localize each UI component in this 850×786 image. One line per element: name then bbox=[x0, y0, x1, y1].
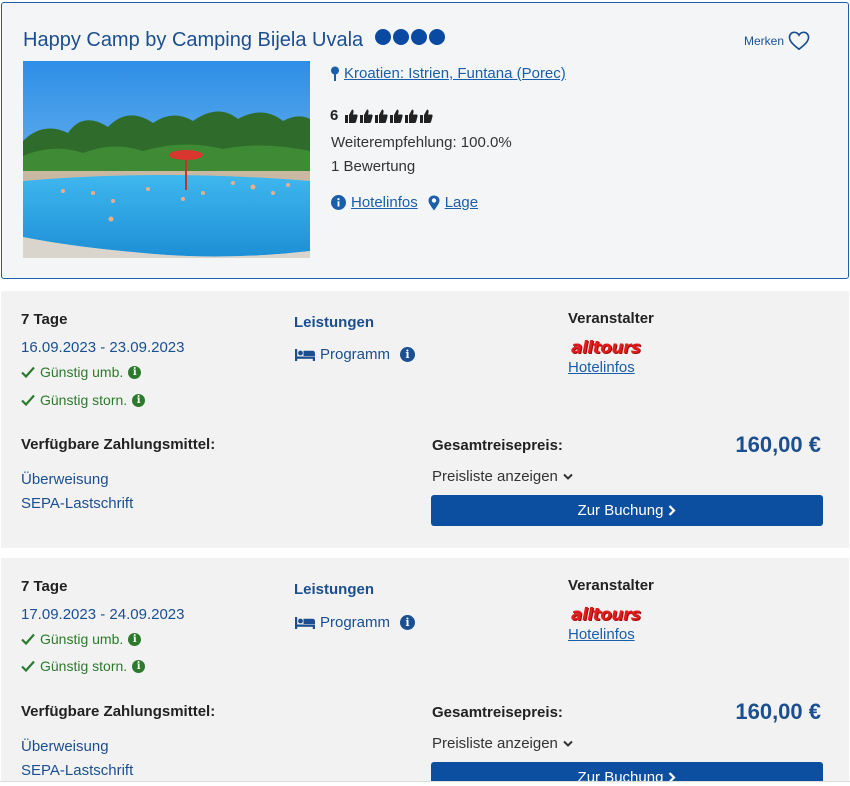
hotel-info-links: Hotelinfos Lage bbox=[331, 194, 478, 211]
check-icon bbox=[21, 394, 35, 406]
veranstalter-hotelinfos-link[interactable]: Hotelinfos bbox=[568, 626, 635, 643]
thumbs-up-icon bbox=[420, 109, 433, 123]
chevron-down-icon bbox=[563, 473, 573, 480]
info-icon[interactable]: i bbox=[128, 632, 142, 646]
veranstalter-heading: Veranstalter bbox=[568, 577, 654, 594]
perk-rebook: Günstig umb. i bbox=[21, 631, 142, 647]
perk-rebook: Günstig umb. i bbox=[21, 364, 142, 380]
check-icon bbox=[21, 366, 35, 378]
total-price: 160,00 € bbox=[735, 432, 821, 457]
hotelinfos-link[interactable]: Hotelinfos bbox=[331, 194, 418, 211]
perk-cancel: Günstig storn. i bbox=[21, 658, 146, 674]
star-dot-icon bbox=[410, 29, 427, 45]
programm-item[interactable]: Programm i bbox=[294, 614, 416, 631]
info-icon[interactable]: i bbox=[400, 615, 416, 630]
info-icon[interactable]: i bbox=[128, 365, 142, 379]
hotel-stars bbox=[374, 29, 445, 45]
thumbs-up-icon bbox=[405, 109, 418, 123]
location-link[interactable]: Kroatien: Istrien, Funtana (Porec) bbox=[344, 65, 566, 82]
veranstalter-heading: Veranstalter bbox=[568, 310, 654, 327]
thumbs-up-icon bbox=[390, 109, 403, 123]
perk-cancel-label: Günstig storn. bbox=[40, 658, 128, 674]
pool-photo-illustration bbox=[23, 61, 310, 258]
lage-link[interactable]: Lage bbox=[428, 194, 478, 211]
programm-item[interactable]: Programm i bbox=[294, 346, 416, 363]
programm-label[interactable]: Programm bbox=[320, 346, 391, 363]
price-list-label[interactable]: Preisliste anzeigen bbox=[432, 468, 558, 485]
star-dot-icon bbox=[428, 29, 445, 45]
map-pin-icon bbox=[331, 66, 339, 81]
bed-icon bbox=[295, 616, 315, 629]
payment-method: Überweisung bbox=[21, 471, 109, 488]
info-icon[interactable]: i bbox=[132, 659, 146, 673]
hotelinfos-label[interactable]: Hotelinfos bbox=[351, 194, 418, 211]
payment-methods-heading: Verfügbare Zahlungsmittel: bbox=[21, 436, 216, 453]
rating-thumbs bbox=[344, 108, 433, 124]
info-icon[interactable]: i bbox=[132, 393, 146, 407]
offer-duration: 7 Tage bbox=[21, 311, 68, 328]
alltours-logo: alltours bbox=[571, 605, 641, 625]
payment-method: Überweisung bbox=[21, 738, 109, 755]
hotel-location[interactable]: Kroatien: Istrien, Funtana (Porec) bbox=[330, 65, 566, 82]
offer-dates: 17.09.2023 - 24.09.2023 bbox=[21, 606, 185, 623]
hotel-rating: 6 bbox=[330, 107, 433, 124]
star-dot-icon bbox=[374, 29, 391, 45]
thumbs-up-icon bbox=[345, 109, 358, 123]
star-dot-icon bbox=[392, 29, 409, 45]
viewport-bottom-edge bbox=[0, 781, 850, 786]
recommendation-rate: Weiterempfehlung: 100.0% bbox=[331, 134, 512, 151]
perk-rebook-label: Günstig umb. bbox=[40, 364, 124, 380]
perk-rebook-label: Günstig umb. bbox=[40, 631, 124, 647]
programm-label[interactable]: Programm bbox=[320, 614, 391, 631]
price-list-toggle[interactable]: Preisliste anzeigen bbox=[432, 468, 573, 485]
chevron-down-icon bbox=[563, 740, 573, 747]
check-icon bbox=[21, 660, 35, 672]
leistungen-heading: Leistungen bbox=[294, 581, 375, 598]
payment-methods-heading: Verfügbare Zahlungsmittel: bbox=[21, 703, 216, 720]
perk-cancel: Günstig storn. i bbox=[21, 392, 146, 408]
info-icon[interactable]: i bbox=[400, 347, 416, 362]
hotel-card: Happy Camp by Camping Bijela Uvala Merke… bbox=[1, 2, 849, 279]
hotel-title[interactable]: Happy Camp by Camping Bijela Uvala bbox=[23, 29, 445, 52]
merken-button[interactable]: Merken bbox=[744, 31, 810, 51]
payment-method: SEPA-Lastschrift bbox=[21, 762, 134, 779]
perk-cancel-label: Günstig storn. bbox=[40, 392, 128, 408]
rating-value: 6 bbox=[330, 107, 339, 124]
total-price-label: Gesamtreisepreis: bbox=[432, 437, 563, 454]
offer-dates: 16.09.2023 - 23.09.2023 bbox=[21, 339, 185, 356]
booking-button[interactable]: Zur Buchung bbox=[431, 495, 823, 526]
location-marker-icon bbox=[428, 195, 440, 210]
price-list-toggle[interactable]: Preisliste anzeigen bbox=[432, 735, 573, 752]
offer-duration: 7 Tage bbox=[21, 578, 68, 595]
lage-label[interactable]: Lage bbox=[444, 194, 479, 211]
booking-button-label: Zur Buchung bbox=[577, 502, 664, 519]
info-icon bbox=[331, 195, 346, 210]
veranstalter-hotelinfos-link[interactable]: Hotelinfos bbox=[568, 359, 635, 376]
price-list-label[interactable]: Preisliste anzeigen bbox=[432, 735, 558, 752]
total-price: 160,00 € bbox=[735, 699, 821, 724]
offer-card: 7 Tage 16.09.2023 - 23.09.2023 Günstig u… bbox=[1, 291, 849, 548]
offer-card: 7 Tage 17.09.2023 - 24.09.2023 Günstig u… bbox=[1, 558, 849, 786]
total-price-label: Gesamtreisepreis: bbox=[432, 704, 563, 721]
heart-icon bbox=[788, 31, 810, 51]
alltours-logo: alltours bbox=[571, 338, 641, 358]
chevron-right-icon bbox=[669, 772, 676, 783]
hotel-photo[interactable] bbox=[23, 61, 310, 258]
check-icon bbox=[21, 633, 35, 645]
payment-method: SEPA-Lastschrift bbox=[21, 495, 134, 512]
thumbs-up-icon bbox=[360, 109, 373, 123]
review-count: 1 Bewertung bbox=[331, 158, 416, 175]
leistungen-heading: Leistungen bbox=[294, 314, 375, 331]
merken-label: Merken bbox=[743, 34, 784, 48]
chevron-right-icon bbox=[669, 505, 676, 516]
hotel-name[interactable]: Happy Camp by Camping Bijela Uvala bbox=[23, 29, 364, 51]
bed-icon bbox=[295, 348, 315, 361]
thumbs-up-icon bbox=[375, 109, 388, 123]
